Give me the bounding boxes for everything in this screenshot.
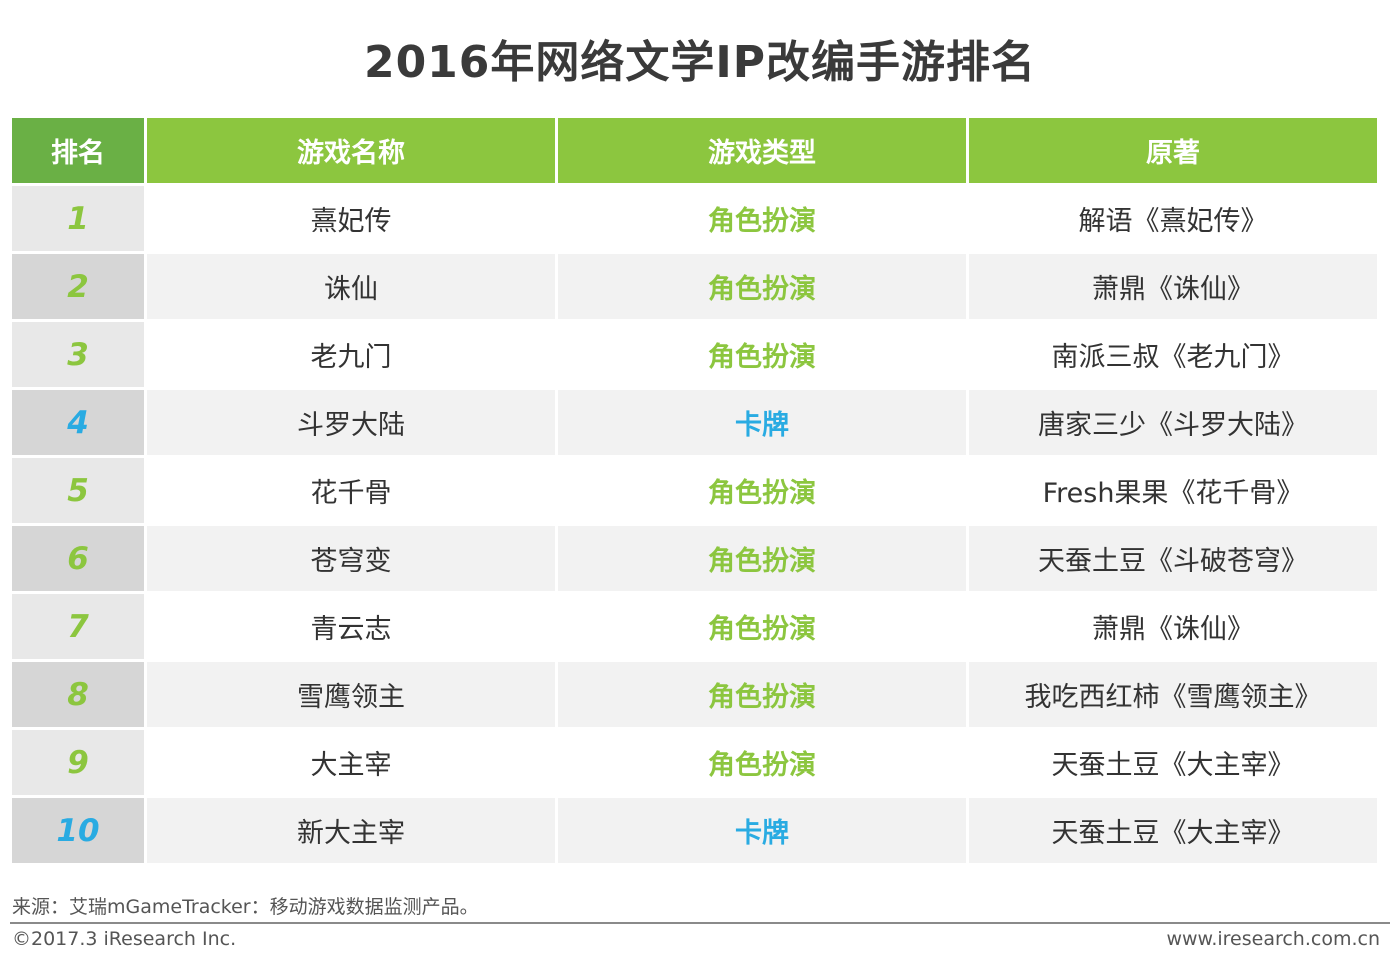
website-link: www.iresearch.com.cn (1166, 928, 1380, 950)
page-title: 2016年网络文学IP改编手游排名 (363, 37, 1037, 88)
original-work-cell: 萧鼎《诛仙》 (969, 594, 1377, 659)
game-name-cell: 斗罗大陆 (147, 390, 555, 455)
game-type-cell: 角色扮演 (558, 526, 966, 591)
original-work-cell: 天蚕土豆《斗破苍穹》 (969, 526, 1377, 591)
original-work-cell: 我吃西红柿《雪鹰领主》 (969, 662, 1377, 727)
game-name-cell: 大主宰 (147, 730, 555, 795)
original-work-cell: 萧鼎《诛仙》 (969, 254, 1377, 319)
table-row: 3 老九门 角色扮演 南派三叔《老九门》 (12, 322, 1377, 387)
source-note: 来源：艾瑞mGameTracker：移动游戏数据监测产品。 (12, 896, 479, 918)
original-work-cell: 天蚕土豆《大主宰》 (969, 798, 1377, 863)
game-name-cell: 花千骨 (147, 458, 555, 523)
rank-cell: 3 (12, 322, 144, 387)
table-row: 10 新大主宰 卡牌 天蚕土豆《大主宰》 (12, 798, 1377, 863)
game-type-cell: 卡牌 (558, 798, 966, 863)
rank-cell: 10 (12, 798, 144, 863)
game-type-cell: 卡牌 (558, 390, 966, 455)
game-name-cell: 新大主宰 (147, 798, 555, 863)
table-row: 7 青云志 角色扮演 萧鼎《诛仙》 (12, 594, 1377, 659)
game-name-cell: 诛仙 (147, 254, 555, 319)
rank-cell: 5 (12, 458, 144, 523)
rank-cell: 8 (12, 662, 144, 727)
game-type-cell: 角色扮演 (558, 730, 966, 795)
game-name-cell: 苍穹变 (147, 526, 555, 591)
game-type-cell: 角色扮演 (558, 322, 966, 387)
original-work-cell: Fresh果果《花千骨》 (969, 458, 1377, 523)
rank-cell: 6 (12, 526, 144, 591)
table-row: 5 花千骨 角色扮演 Fresh果果《花千骨》 (12, 458, 1377, 523)
header-game-name: 游戏名称 (147, 118, 555, 183)
rank-cell: 7 (12, 594, 144, 659)
original-work-cell: 唐家三少《斗罗大陆》 (969, 390, 1377, 455)
table-row: 2 诛仙 角色扮演 萧鼎《诛仙》 (12, 254, 1377, 319)
copyright: ©2017.3 iResearch Inc. (12, 928, 237, 950)
table-row: 4 斗罗大陆 卡牌 唐家三少《斗罗大陆》 (12, 390, 1377, 455)
game-name-cell: 老九门 (147, 322, 555, 387)
rank-cell: 4 (12, 390, 144, 455)
ranking-table: 排名 游戏名称 游戏类型 原著 1 熹妃传 角色扮演 解语《熹妃传》 2 诛仙 角色扮演 萧鼎… (9, 115, 1380, 866)
rank-cell: 1 (12, 186, 144, 251)
table-row: 6 苍穹变 角色扮演 天蚕土豆《斗破苍穹》 (12, 526, 1377, 591)
header-game-type: 游戏类型 (558, 118, 966, 183)
table-header-row: 排名 游戏名称 游戏类型 原著 (12, 118, 1377, 183)
game-type-cell: 角色扮演 (558, 594, 966, 659)
game-type-cell: 角色扮演 (558, 186, 966, 251)
game-name-cell: 熹妃传 (147, 186, 555, 251)
table-body: 1 熹妃传 角色扮演 解语《熹妃传》 2 诛仙 角色扮演 萧鼎《诛仙》 3 老九门 角色扮演 南派三叔… (12, 186, 1377, 863)
header-rank: 排名 (12, 118, 144, 183)
rank-cell: 9 (12, 730, 144, 795)
original-work-cell: 天蚕土豆《大主宰》 (969, 730, 1377, 795)
table-row: 9 大主宰 角色扮演 天蚕土豆《大主宰》 (12, 730, 1377, 795)
game-type-cell: 角色扮演 (558, 662, 966, 727)
original-work-cell: 南派三叔《老九门》 (969, 322, 1377, 387)
table-row: 8 雪鹰领主 角色扮演 我吃西红柿《雪鹰领主》 (12, 662, 1377, 727)
game-type-cell: 角色扮演 (558, 254, 966, 319)
rank-cell: 2 (12, 254, 144, 319)
original-work-cell: 解语《熹妃传》 (969, 186, 1377, 251)
header-original-work: 原著 (969, 118, 1377, 183)
game-type-cell: 角色扮演 (558, 458, 966, 523)
game-name-cell: 青云志 (147, 594, 555, 659)
game-name-cell: 雪鹰领主 (147, 662, 555, 727)
footer-divider (10, 922, 1390, 924)
table-row: 1 熹妃传 角色扮演 解语《熹妃传》 (12, 186, 1377, 251)
